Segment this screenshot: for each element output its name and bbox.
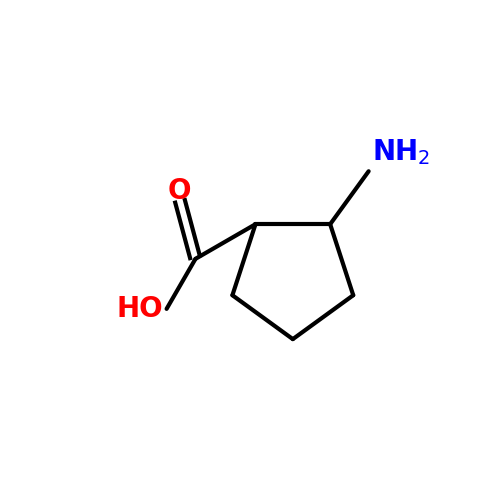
Text: HO: HO: [116, 295, 162, 323]
Text: NH$_2$: NH$_2$: [372, 138, 431, 168]
Text: O: O: [168, 177, 192, 205]
